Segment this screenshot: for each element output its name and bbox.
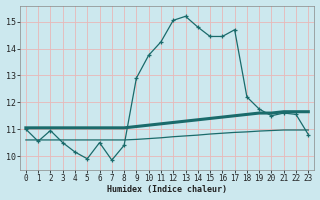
X-axis label: Humidex (Indice chaleur): Humidex (Indice chaleur)	[107, 185, 227, 194]
